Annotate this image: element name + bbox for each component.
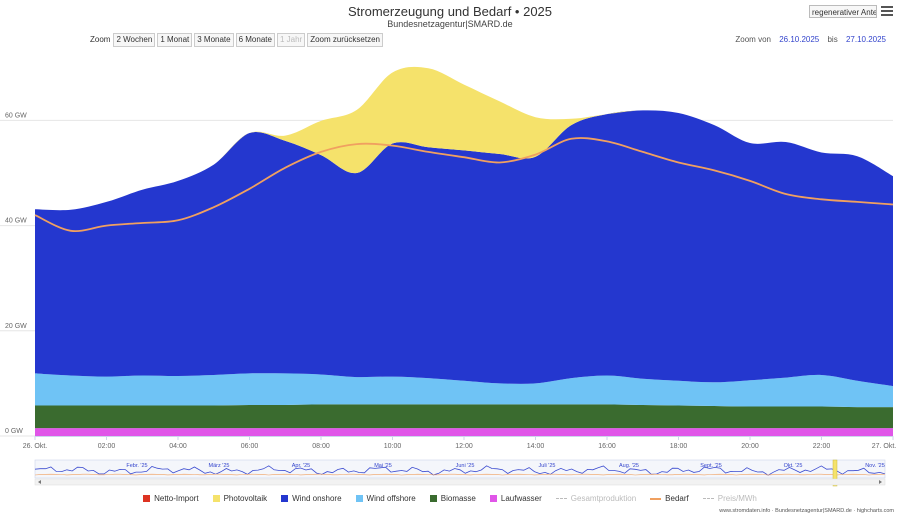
legend-item-netto-import[interactable]: Netto-Import [143,494,199,503]
x-tick-label: 02:00 [98,443,116,450]
legend-swatch [143,495,151,502]
x-tick-label: 14:00 [527,443,545,450]
area-biomasse [35,404,893,429]
legend-label: Netto-Import [154,494,199,503]
legend-label: Bedarf [665,494,689,503]
x-tick-label: 08:00 [312,443,330,450]
navigator-line [34,465,886,476]
x-tick-label: 27. Okt. [872,443,897,450]
navigator-month-label: Nov. '25 [865,463,885,469]
zoom-1-month-button[interactable]: 1 Monat [157,32,193,47]
chart-subtitle: Bundesnetzagentur|SMARD.de [387,19,513,29]
zoom-from-label: Zoom von [735,35,771,44]
zoom-to-input[interactable]: 27.10.2025 [845,35,886,44]
chart-canvas: 0 GW 20 GW 40 GW 60 GW 26. Okt. 02:00 04:00 06:… [0,66,897,487]
zoom-range: Zoom von 26.10.2025 bis 27.10.2025 [735,35,892,44]
legend-label: Photovoltaik [223,494,268,503]
chart-title: Stromerzeugung und Bedarf • 2025 [347,4,553,19]
legend-swatch [212,495,220,502]
legend-item-preis-mwh[interactable]: Preis/MWh [702,494,757,503]
legend-swatch [555,498,567,499]
legend-label: Preis/MWh [717,494,757,503]
x-tick-label: 20:00 [741,443,759,450]
x-tick-label: 16:00 [598,443,616,450]
legend-item-photovoltaik[interactable]: Photovoltaik [212,494,268,503]
legend: Netto-Import Photovoltaik Wind onshore Wind… [0,494,900,503]
navigator-month-label: Mai '25 [374,463,392,469]
zoom-label: Zoom [90,35,111,44]
navigator-month-label: Febr. '25 [126,463,147,469]
area-laufwasser [35,428,893,436]
zoom-to-label: bis [827,35,838,44]
legend-swatch [355,495,363,502]
line-bedarf [34,137,894,233]
navigator-month-label: Apr. '25 [292,463,310,469]
zoom-2-weeks-button[interactable]: 2 Wochen [113,32,156,47]
area-wind-offshore [35,373,893,408]
navigator-handle [832,459,838,487]
x-tick-label: 06:00 [241,443,259,450]
scroll-right-icon [879,480,882,484]
legend-swatch [429,495,437,502]
navigator-line-bedarf [34,473,886,476]
y-tick-label: 60 GW [5,112,27,119]
zoom-1-year-button[interactable]: 1 Jahr [276,32,306,47]
legend-label: Gesamtproduktion [570,494,637,503]
navigator-month-label: Juni '25 [456,463,475,469]
zoom-from-input[interactable]: 26.10.2025 [779,35,820,44]
legend-label: Laufwasser [500,494,542,503]
navigator-month-label: Sept. '25 [700,463,722,469]
area-photovoltaik [35,66,893,211]
x-tick-label: 26. Okt. [23,443,48,450]
legend-item-wind-onshore[interactable]: Wind onshore [281,494,342,503]
hamburger-icon[interactable] [881,6,893,18]
navigator-scrollbar [34,478,886,486]
credit-text: www.stromdaten.info · Bundesnetzagentur|… [719,508,894,514]
zoom-reset-button[interactable]: Zoom zurücksetzen [307,32,383,47]
navigator-month-label: Okt. '25 [784,463,803,469]
legend-label: Wind onshore [292,494,342,503]
y-tick-label: 20 GW [5,323,27,330]
navigator-month-label: März '25 [209,463,230,469]
area-wind-onshore [35,110,893,386]
legend-swatch [702,498,714,499]
y-tick-label: 0 GW [5,428,23,435]
legend-item-bedarf[interactable]: Bedarf [650,494,689,503]
x-tick-label: 12:00 [455,443,473,450]
x-tick-label: 22:00 [813,443,831,450]
legend-swatch [489,495,497,502]
navigator-month-label: Juli '25 [539,463,556,469]
legend-item-laufwasser[interactable]: Laufwasser [489,494,542,503]
series-dropdown[interactable]: regenerativer Anteil... [809,5,877,18]
legend-label: Wind offshore [366,494,416,503]
zoom-bar: Zoom 2 Wochen 1 Monat 3 Monate 6 Monate … [90,32,385,47]
y-tick-label: 40 GW [5,218,27,225]
scroll-left-icon [38,480,41,484]
x-tick-label: 04:00 [169,443,187,450]
x-tick-label: 18:00 [670,443,688,450]
legend-item-gesamtproduktion[interactable]: Gesamtproduktion [555,494,637,503]
zoom-6-months-button[interactable]: 6 Monate [235,32,275,47]
zoom-3-months-button[interactable]: 3 Monate [194,32,234,47]
legend-item-biomasse[interactable]: Biomasse [429,494,476,503]
legend-swatch [650,497,662,500]
legend-label: Biomasse [440,494,476,503]
navigator-month-label: Aug. '25 [619,463,639,469]
legend-item-wind-offshore[interactable]: Wind offshore [355,494,416,503]
x-tick-label: 10:00 [384,443,402,450]
legend-swatch [281,495,289,502]
